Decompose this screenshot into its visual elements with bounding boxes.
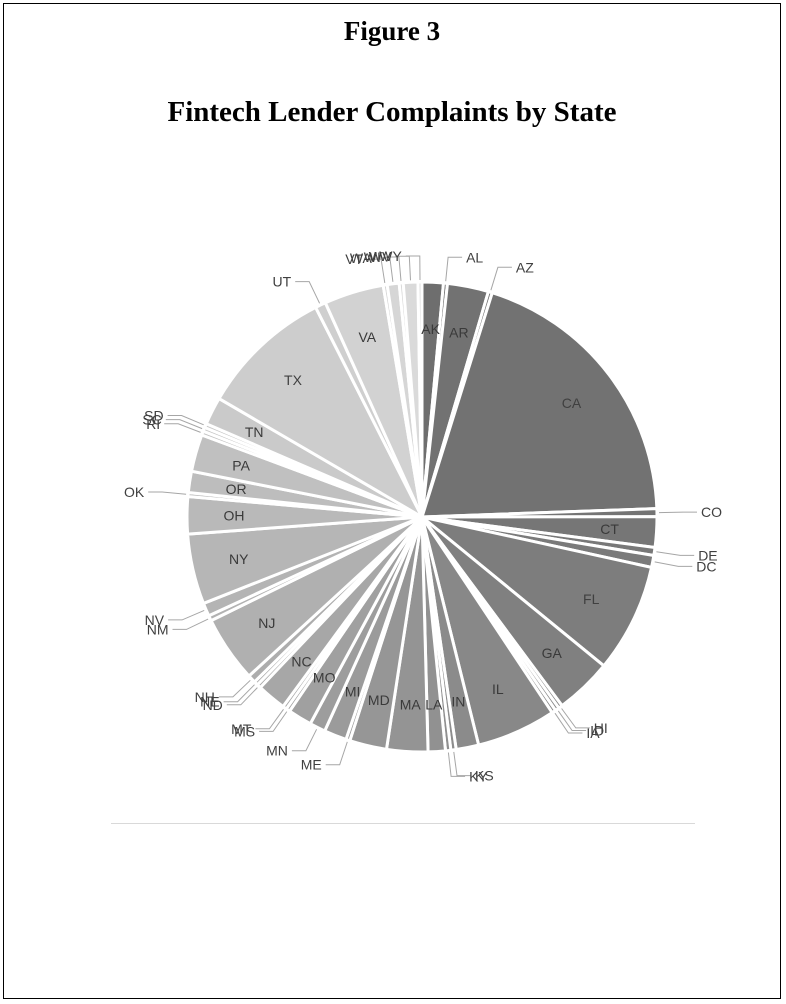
- slice-label-il: IL: [492, 681, 504, 697]
- slice-label-ut: UT: [273, 274, 292, 290]
- slice-label-me: ME: [301, 757, 322, 773]
- slice-label-sd: SD: [144, 408, 163, 424]
- slice-label-hi: HI: [594, 720, 608, 736]
- slice-label-mi: MI: [345, 684, 361, 700]
- slice-label-ms: MS: [234, 723, 255, 739]
- slice-label-dc: DC: [696, 558, 716, 574]
- slice-label-ky: KY: [469, 768, 488, 784]
- leader-line-co: [658, 511, 697, 514]
- slice-label-ct: CT: [600, 521, 619, 537]
- slice-label-mn: MN: [266, 743, 288, 759]
- slice-label-al: AL: [466, 249, 483, 265]
- leader-line-ok: [148, 491, 187, 495]
- leader-line-ia: [554, 712, 583, 734]
- leader-line-id: [557, 710, 587, 731]
- slice-label-ny: NY: [229, 551, 249, 567]
- slice-label-vt: VT: [345, 251, 363, 267]
- leader-line-al: [445, 256, 463, 282]
- leader-line-nh: [218, 679, 251, 698]
- slice-label-la: LA: [425, 697, 443, 713]
- slice-label-nh: NH: [195, 689, 215, 705]
- leader-line-nm: [172, 618, 209, 630]
- leader-line-ne: [223, 684, 255, 703]
- slice-label-or: OR: [226, 481, 247, 497]
- slice-label-ga: GA: [542, 645, 563, 661]
- slice-ca: [419, 290, 659, 519]
- slice-label-ia: IA: [586, 725, 600, 741]
- slice-label-ne: NE: [200, 694, 219, 710]
- leader-line-dc: [654, 561, 693, 567]
- slice-label-md: MD: [368, 692, 390, 708]
- slice-label-wi: WI: [364, 249, 381, 265]
- slice-label-pa: PA: [232, 458, 250, 474]
- leader-lines: [148, 255, 697, 777]
- slice-fl: [421, 515, 654, 668]
- slice-label-co: CO: [701, 504, 722, 520]
- slice-label-nj: NJ: [258, 615, 275, 631]
- slice-label-wy: WY: [379, 248, 402, 264]
- slice-label-wv: WV: [369, 248, 392, 264]
- leader-line-sd: [167, 415, 204, 426]
- leader-line-wi: [384, 256, 402, 281]
- slice-label-nv: NV: [145, 612, 165, 628]
- slice-label-ks: KS: [475, 768, 494, 784]
- leader-line-hi: [561, 708, 590, 729]
- slice-label-nc: NC: [291, 653, 311, 669]
- slice-label-ar: AR: [449, 325, 468, 341]
- leader-line-ks: [453, 751, 471, 777]
- slice-label-ak: AK: [421, 321, 440, 337]
- slice-label-fl: FL: [583, 591, 600, 607]
- leader-line-nv: [168, 609, 205, 621]
- slice-label-tx: TX: [284, 372, 303, 388]
- slice-label-ok: OK: [124, 484, 145, 500]
- leader-line-wa: [375, 257, 394, 282]
- leader-line-ri: [164, 423, 201, 433]
- slice-label-ca: CA: [562, 395, 582, 411]
- leader-line-de: [656, 551, 695, 556]
- leader-line-nd: [226, 687, 258, 706]
- slice-label-id: ID: [590, 723, 604, 739]
- pie-slices: [185, 280, 659, 754]
- slice-label-az: AZ: [516, 259, 534, 275]
- slice-label-ma: MA: [400, 697, 422, 713]
- slice-label-mo: MO: [313, 670, 336, 686]
- leader-line-mn: [291, 729, 318, 752]
- figure-label: Figure 3: [343, 16, 441, 46]
- slice-label-ri: RI: [146, 416, 160, 432]
- slice-label-oh: OH: [224, 508, 245, 524]
- leader-line-ky: [447, 752, 466, 777]
- leader-line-az: [490, 266, 512, 291]
- leader-line-vt: [367, 258, 386, 283]
- slice-label-sc: SC: [142, 412, 161, 428]
- slice-label-nm: NM: [147, 621, 169, 637]
- divider-line: [111, 823, 695, 824]
- slice-label-va: VA: [358, 329, 376, 345]
- leader-line-mt: [255, 709, 284, 730]
- slice-label-tn: TN: [245, 424, 264, 440]
- leader-line-ut: [295, 281, 321, 304]
- leader-line-ms: [259, 711, 288, 732]
- chart-title: Fintech Lender Complaints by State: [167, 96, 617, 128]
- slice-label-in: IN: [451, 693, 465, 709]
- slice-wy: [416, 280, 424, 518]
- slice-label-mt: MT: [231, 721, 252, 737]
- leader-line-wy: [405, 255, 421, 281]
- leader-line-me: [325, 741, 348, 766]
- slice-label-nd: ND: [203, 697, 223, 713]
- slice-label-de: DE: [698, 547, 717, 563]
- slice-label-wa: WA: [350, 250, 373, 266]
- slice-tx: [216, 305, 426, 521]
- leader-line-sc: [165, 419, 203, 430]
